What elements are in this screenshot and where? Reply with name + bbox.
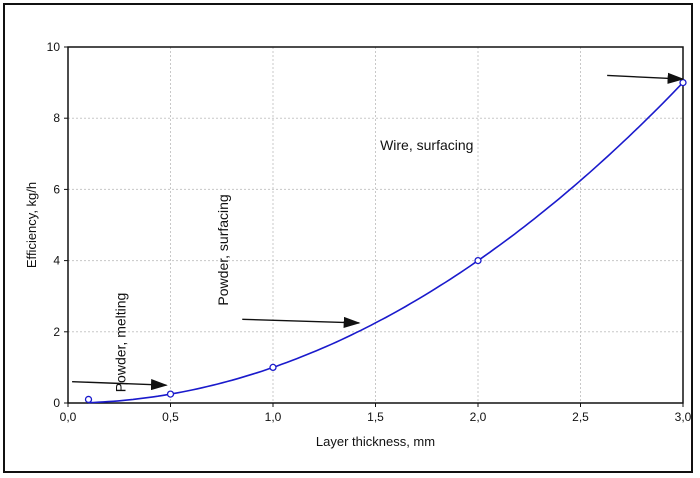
chart-frame [3, 3, 693, 473]
y-tick-label: 6 [53, 182, 60, 196]
annotation-label: Wire, surfacing [380, 137, 473, 153]
y-tick-label: 2 [53, 325, 60, 339]
x-tick-label: 3,0 [675, 410, 692, 424]
efficiency-curve [88, 82, 684, 404]
x-tick-label: 0,5 [162, 410, 179, 424]
y-tick-label: 8 [53, 111, 60, 125]
annotation-label: Powder, melting [112, 293, 128, 393]
data-point [166, 390, 175, 398]
annotation-arrow [72, 379, 168, 391]
data-point [474, 256, 482, 265]
x-tick-label: 1,0 [265, 410, 282, 424]
data-point [269, 363, 277, 372]
x-tick-label: 2,5 [572, 410, 589, 424]
y-tick-label: 0 [53, 396, 60, 410]
y-axis-title: Efficiency, kg/h [24, 182, 39, 268]
x-tick-label: 0,0 [60, 410, 77, 424]
annotation-arrow [607, 72, 685, 84]
annotation-arrow [242, 316, 361, 329]
x-tick-label: 1,5 [367, 410, 384, 424]
annotation-label: Powder, surfacing [215, 194, 231, 305]
y-tick-label: 4 [53, 254, 60, 268]
data-point [84, 395, 93, 404]
x-axis-title: Layer thickness, mm [316, 434, 435, 449]
x-tick-label: 2,0 [470, 410, 487, 424]
data-point [679, 78, 687, 87]
y-tick-label: 10 [47, 40, 61, 54]
